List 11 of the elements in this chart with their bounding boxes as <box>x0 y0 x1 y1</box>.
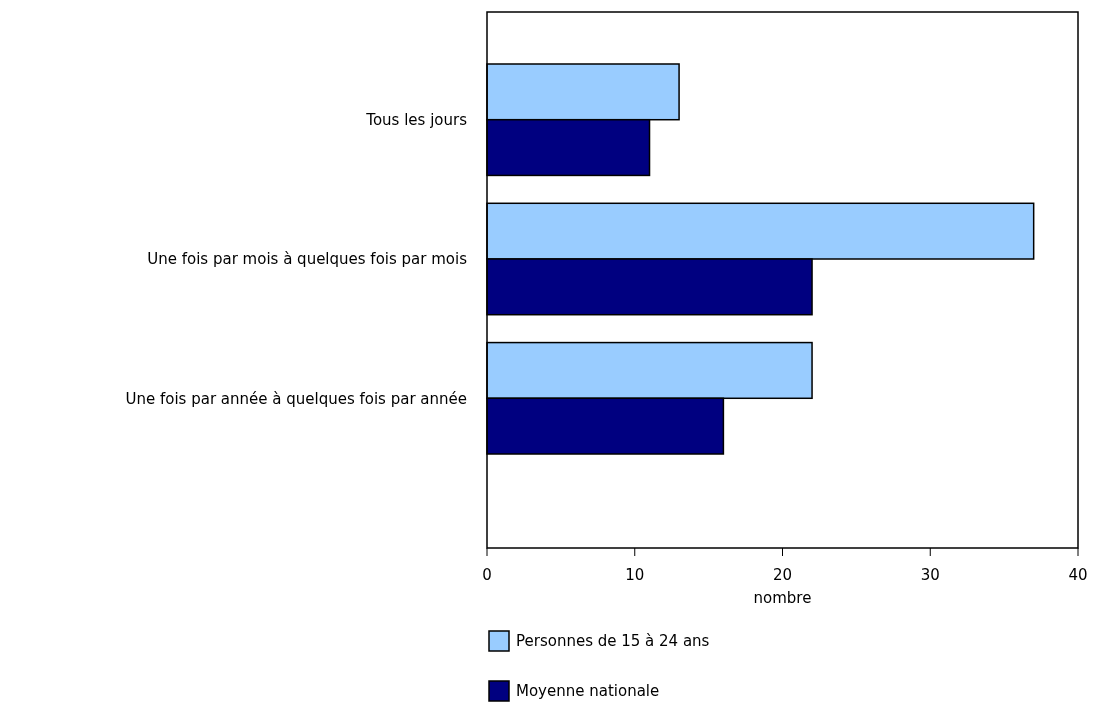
y-tick-label: Tous les jours <box>365 110 468 129</box>
x-tick-label: 0 <box>482 566 492 584</box>
legend-label: Moyenne nationale <box>516 682 660 701</box>
x-axis-title: nombre <box>753 589 812 607</box>
legend-label: Personnes de 15 à 24 ans <box>516 632 710 651</box>
y-tick-label: Une fois par année à quelques fois par année <box>125 389 467 408</box>
x-tick-label: 30 <box>920 566 940 584</box>
y-tick-label: Une fois par mois à quelques fois par mois <box>147 250 468 269</box>
x-tick-label: 10 <box>625 566 645 584</box>
x-tick-label: 20 <box>772 566 793 584</box>
x-tick-label: 40 <box>1068 566 1088 584</box>
